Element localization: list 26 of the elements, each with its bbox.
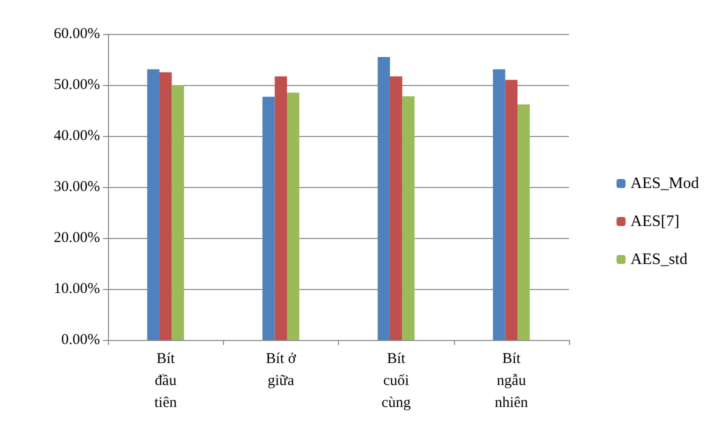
bar: [172, 85, 184, 340]
y-tick-label: 50.00%: [54, 77, 100, 93]
bar: [274, 76, 288, 340]
y-tick-label: 30.00%: [54, 179, 100, 195]
bar: [402, 96, 415, 340]
y-tick-label: 20.00%: [54, 230, 100, 246]
legend-label: AES_Mod: [630, 175, 699, 192]
y-tick-label: 0.00%: [61, 332, 100, 348]
x-tick-label: Bít ngẫu nhiên: [494, 351, 529, 411]
bar: [505, 80, 518, 340]
bar: [287, 92, 300, 340]
y-tick-label: 60.00%: [54, 26, 100, 42]
bar: [518, 104, 530, 340]
bar: [262, 96, 275, 340]
bar: [492, 69, 506, 340]
bar: [147, 69, 160, 340]
y-tick-label: 40.00%: [54, 128, 100, 144]
bar: [159, 72, 172, 340]
legend-label: AES[7]: [630, 213, 680, 230]
y-tick-label: 10.00%: [54, 281, 100, 297]
x-tick-label: Bít đầu tiên: [154, 351, 178, 411]
bar: [378, 56, 390, 340]
x-tick-label: Bít cuối cùng: [382, 351, 412, 411]
x-tick-label: Bít ở giữa: [266, 351, 297, 389]
legend-label: AES_std: [630, 251, 688, 268]
bar: [390, 76, 402, 340]
